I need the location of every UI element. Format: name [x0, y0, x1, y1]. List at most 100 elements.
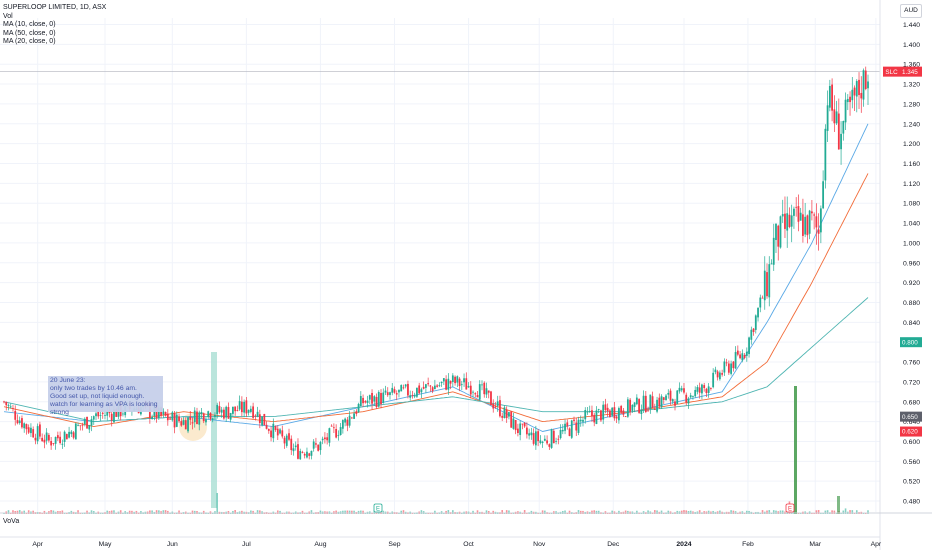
- candle-body: [416, 387, 418, 397]
- candle-body: [528, 433, 531, 436]
- volume-bar: [373, 510, 376, 514]
- candle-body: [97, 411, 100, 417]
- candle-body: [187, 417, 189, 432]
- candle-body: [849, 96, 851, 103]
- candle-body: [788, 214, 791, 227]
- candle-body: [721, 373, 724, 375]
- candle-body: [588, 410, 591, 412]
- volume-bar: [135, 510, 138, 514]
- candle-body: [72, 432, 75, 438]
- candle-body: [25, 424, 28, 430]
- candle-body: [597, 409, 600, 410]
- candle-body: [853, 87, 856, 96]
- candle-body: [521, 423, 524, 425]
- volume-bar: [505, 510, 508, 514]
- candle-body: [824, 128, 827, 181]
- candle-body: [707, 386, 710, 393]
- candle-body: [819, 208, 822, 233]
- chart-annotation-note[interactable]: 20 June 23: only two trades by 10.46 am.…: [48, 376, 163, 416]
- candle-body: [858, 79, 860, 96]
- candle-body: [799, 212, 802, 221]
- candle-body: [386, 392, 389, 396]
- candle-body: [162, 411, 165, 415]
- candle-body: [676, 390, 679, 405]
- candle-body: [384, 390, 387, 393]
- legend-vol[interactable]: Vol: [3, 12, 13, 20]
- candle-body: [344, 418, 347, 423]
- symbol-title[interactable]: SUPERLOOP LIMITED, 1D, ASX: [3, 4, 107, 11]
- candle-body: [557, 438, 560, 440]
- vova-indicator-label[interactable]: VoVa: [3, 518, 20, 525]
- volume-bar: [27, 510, 30, 514]
- candle-body: [240, 401, 243, 413]
- volume-bar: [178, 510, 180, 514]
- volume-bar: [52, 510, 55, 514]
- candle-body: [530, 432, 533, 436]
- volume-bar: [234, 510, 236, 514]
- legend-ma20[interactable]: MA (20, close, 0): [3, 38, 56, 46]
- price-axis[interactable]: 1.440 1.400 1.360 1.320 1.280 1.240 1.200 1.160…: [879, 0, 932, 550]
- candle-body: [61, 443, 64, 445]
- volume-bar: [344, 510, 346, 514]
- candle-body: [270, 430, 272, 438]
- candle-body: [382, 392, 385, 403]
- volume-bar: [164, 510, 167, 514]
- note-line: only two trades by 10.46 am.: [50, 385, 137, 392]
- candle-body: [301, 452, 304, 453]
- price-badge-value: 0.800: [902, 339, 918, 346]
- volume-bar: [32, 510, 34, 514]
- candle-body: [359, 396, 362, 407]
- candle-body: [341, 420, 344, 429]
- time-axis[interactable]: Apr May Jun Jul Aug Sep Oct Nov Dec 2024 Feb Mar Apr: [0, 512, 932, 548]
- candle-body: [822, 181, 825, 209]
- candle-body: [263, 413, 266, 426]
- volume-bar: [593, 510, 596, 514]
- note-line: watch for learning as VPA is looking: [50, 401, 158, 408]
- candle-body: [451, 375, 454, 383]
- candle-body: [193, 410, 196, 423]
- legend-ma10[interactable]: MA (10, close, 0): [3, 21, 56, 29]
- currency-button[interactable]: AUD: [900, 4, 922, 18]
- candle-body: [454, 376, 456, 384]
- candle-body: [303, 453, 306, 456]
- candle-body: [324, 437, 326, 440]
- candle-body: [23, 423, 26, 429]
- candle-body: [375, 396, 378, 408]
- candle-body: [687, 398, 690, 404]
- candle-body: [232, 406, 234, 414]
- volume-bar: [544, 510, 546, 514]
- candle-body: [184, 420, 187, 430]
- candle-body: [510, 411, 513, 428]
- candle-body: [59, 436, 62, 444]
- time-tick-label: Nov: [533, 541, 546, 548]
- candle-body: [171, 412, 174, 421]
- volume-bar: [501, 510, 504, 514]
- candle-body: [438, 385, 441, 387]
- candle-body: [512, 418, 515, 429]
- candle-body: [404, 384, 407, 387]
- volume-bar: [748, 510, 750, 514]
- candle-body: [649, 394, 652, 409]
- candle-body: [647, 410, 649, 412]
- price-tick-label: 0.480: [903, 499, 920, 506]
- volume-bar: [232, 510, 234, 514]
- candle-body: [844, 99, 847, 123]
- candle-body: [18, 420, 21, 423]
- candle-body: [249, 408, 252, 412]
- chart-grid: [0, 18, 880, 512]
- price-tick-label: 0.920: [903, 280, 920, 287]
- volume-bar: [654, 510, 656, 514]
- legend-ma50[interactable]: MA (50, close, 0): [3, 29, 56, 37]
- candle-body: [802, 214, 804, 236]
- candle-body: [202, 413, 205, 422]
- volume-bar: [191, 510, 194, 514]
- earnings-marker: [785, 503, 795, 513]
- candle-body: [442, 378, 445, 382]
- candle-body: [766, 272, 768, 297]
- time-tick-label: Aug: [314, 541, 326, 548]
- candle-body: [362, 397, 364, 404]
- candle-body: [14, 410, 17, 420]
- candle-body: [644, 395, 647, 412]
